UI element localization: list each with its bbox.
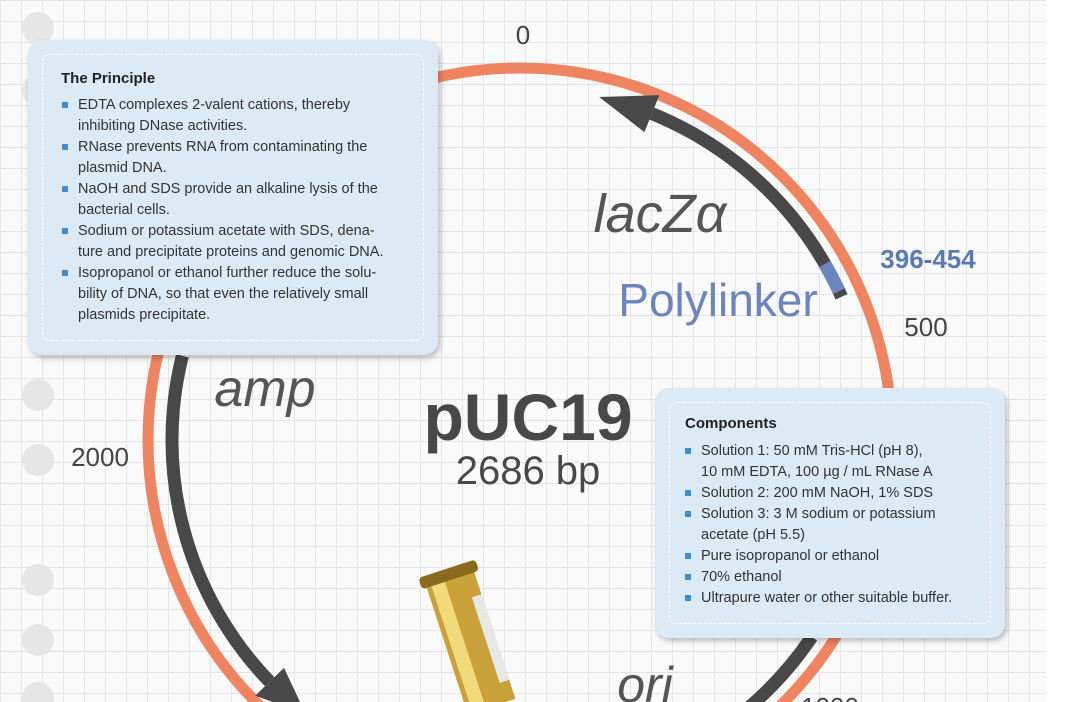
position-label: 500 [904, 312, 947, 342]
bullet-line: Solution 2: 200 mM NaOH, 1% SDS [701, 485, 934, 501]
arrowhead [599, 95, 660, 133]
bullet-line: ture and precipitate proteins and genomi… [78, 244, 384, 260]
plasmid-size: 2686 bp [456, 449, 601, 493]
bullet-line: EDTA complexes 2-valent cations, thereby [78, 97, 351, 113]
bullet-item: Isopropanol or ethanol further reduce th… [62, 263, 432, 326]
pen [419, 560, 516, 702]
bullet-item: Solution 2: 200 mM NaOH, 1% SDS [685, 483, 995, 504]
bullet-item: Solution 1: 50 mM Tris-HCl (pH 8), 10 mM … [685, 441, 995, 483]
bullet-line: plasmid DNA. [78, 160, 167, 176]
gene-label: lacZα [594, 184, 729, 244]
position-label: 2000 [71, 442, 129, 472]
dashed-frame [669, 402, 991, 624]
bullet-line: Isopropanol or ethanol further reduce th… [78, 265, 377, 281]
bullet-line: bacterial cells. [78, 202, 170, 218]
bullet-line: bility of DNA, so that even the relative… [78, 286, 369, 302]
page-edge [1046, 0, 1084, 702]
bullet-item: Solution 3: 3 M sodium or potassium aceta… [685, 504, 995, 546]
principle-box: The Principle EDTA complexes 2-valent ca… [28, 40, 438, 355]
bullet-line: plasmids precipitate. [78, 307, 211, 323]
position-label: 1000 [801, 692, 859, 702]
box-title: Components [685, 415, 777, 432]
bullet-line: Pure isopropanol or ethanol [701, 548, 880, 564]
arrowhead [255, 667, 301, 702]
feature-label: Polylinker [618, 274, 817, 326]
bullet-line: RNase prevents RNA from contaminating th… [78, 139, 368, 155]
amp-arrow [165, 354, 275, 687]
components-box: Components Solution 1: 50 mM Tris-HCl (p… [655, 388, 1005, 638]
bullet-item: 70% ethanol [685, 567, 995, 588]
position-label: 0 [516, 20, 530, 50]
bullet-line: Ultrapure water or other suitable buffer… [701, 590, 953, 606]
polylinker-segment [819, 260, 845, 295]
bullet-item: Sodium or potassium acetate with SDS, de… [62, 221, 432, 263]
plasmid-name: pUC19 [423, 380, 632, 454]
range-label: 396-454 [880, 244, 976, 274]
bullet-list: Solution 1: 50 mM Tris-HCl (pH 8), 10 mM … [685, 441, 995, 609]
bullet-line: 70% ethanol [701, 569, 782, 585]
bullet-item: RNase prevents RNA from contaminating th… [62, 137, 432, 179]
bullet-item: Ultrapure water or other suitable buffer… [685, 588, 995, 609]
gene-label: amp [214, 360, 315, 418]
dashed-frame [42, 54, 424, 341]
box-title: The Principle [61, 70, 156, 87]
bullet-list: EDTA complexes 2-valent cations, thereby… [62, 95, 432, 326]
bullet-line: acetate (pH 5.5) [701, 527, 805, 543]
bullet-item: EDTA complexes 2-valent cations, thereby… [62, 95, 432, 137]
bullet-line: 10 mM EDTA, 100 µg / mL RNase A [701, 464, 933, 480]
gene-label: ori [617, 657, 674, 702]
bullet-line: Solution 3: 3 M sodium or potassium [701, 506, 936, 522]
bullet-line: Solution 1: 50 mM Tris-HCl (pH 8), [701, 443, 923, 459]
bullet-line: inhibiting DNase activities. [78, 118, 248, 134]
bullet-line: Sodium or potassium acetate with SDS, de… [78, 223, 375, 239]
bullet-line: NaOH and SDS provide an alkaline lysis o… [78, 181, 378, 197]
bullet-item: Pure isopropanol or ethanol [685, 546, 995, 567]
bullet-item: NaOH and SDS provide an alkaline lysis o… [62, 179, 432, 221]
